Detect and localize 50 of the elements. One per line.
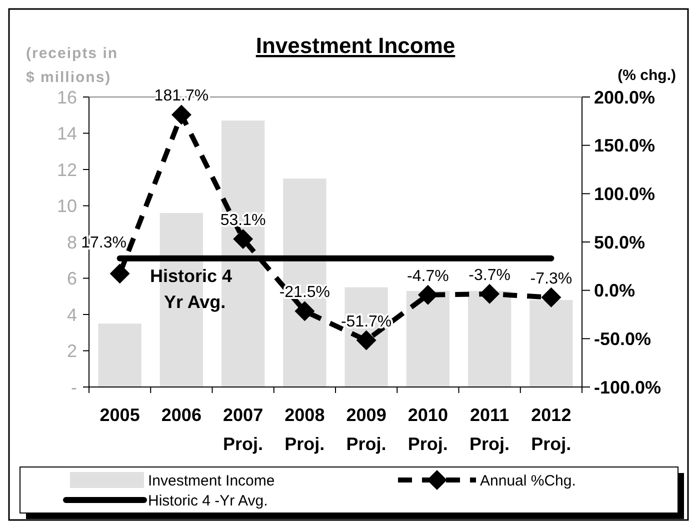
data-label: 181.7% [154, 88, 209, 105]
text: Historic 4 -Yr Avg. [148, 492, 268, 510]
y2-tick-label: 200.0% [594, 87, 656, 108]
point [233, 229, 254, 250]
y-tick-label: 14 [56, 124, 77, 144]
y2-tick-label: 50.0% [594, 232, 646, 252]
y-tick-label: 4 [66, 304, 77, 325]
data-label: -3.7% [468, 266, 510, 284]
bar [98, 324, 142, 387]
legend-label: Annual %Chg. [480, 472, 576, 490]
annotation: Historic 4 Yr Avg. [150, 266, 232, 312]
point [294, 301, 315, 322]
x-tick-label: 2010 Proj. [408, 405, 448, 454]
y2-tick-label: -100.0% [594, 377, 662, 398]
x-tick-label: 2008 Proj. [284, 405, 325, 454]
y-tick-label: 10 [56, 196, 77, 216]
y2-tick-label: 0.0% [594, 280, 636, 301]
x-tick-label: 2009 Proj. [346, 405, 386, 454]
x-tick-label: 2011 Proj. [470, 405, 510, 454]
point [480, 284, 500, 304]
bar [468, 290, 512, 387]
data-label: -51.7% [340, 313, 392, 330]
y-axis-title: (receipts in $ millions) [26, 45, 118, 86]
chart-title: Investment Income [256, 33, 456, 58]
y-tick-label: - [71, 377, 77, 398]
data-label: -21.5% [279, 284, 330, 302]
x-tick-label: 2005 [100, 405, 140, 425]
point [110, 264, 130, 284]
x-tick-label: 2006 [161, 405, 202, 425]
y-tick-label: 12 [56, 160, 77, 180]
data-label: -7.3% [530, 270, 572, 288]
y2-tick-label: 100.0% [594, 184, 656, 204]
data-label: -4.7% [407, 268, 449, 285]
bar [530, 300, 573, 387]
point [418, 284, 438, 305]
x-tick-label: 2007 Proj. [223, 405, 264, 454]
y-tick-label: 2 [66, 341, 77, 362]
point [356, 330, 376, 350]
legend-label: Investment Income [148, 472, 275, 490]
x-tick-label: 2012 Proj. [531, 405, 572, 454]
y2-tick-label: 150.0% [594, 136, 656, 156]
point [171, 104, 192, 125]
y2-axis-title: (% chg.) [618, 67, 676, 84]
y-tick-label: 16 [56, 87, 77, 108]
data-label: 53.1% [220, 212, 266, 230]
y-tick-label: 6 [66, 268, 77, 289]
y-tick-label: 8 [66, 232, 77, 252]
y2-tick-label: -50.0% [594, 328, 652, 349]
bar [406, 290, 450, 387]
point [541, 287, 562, 308]
